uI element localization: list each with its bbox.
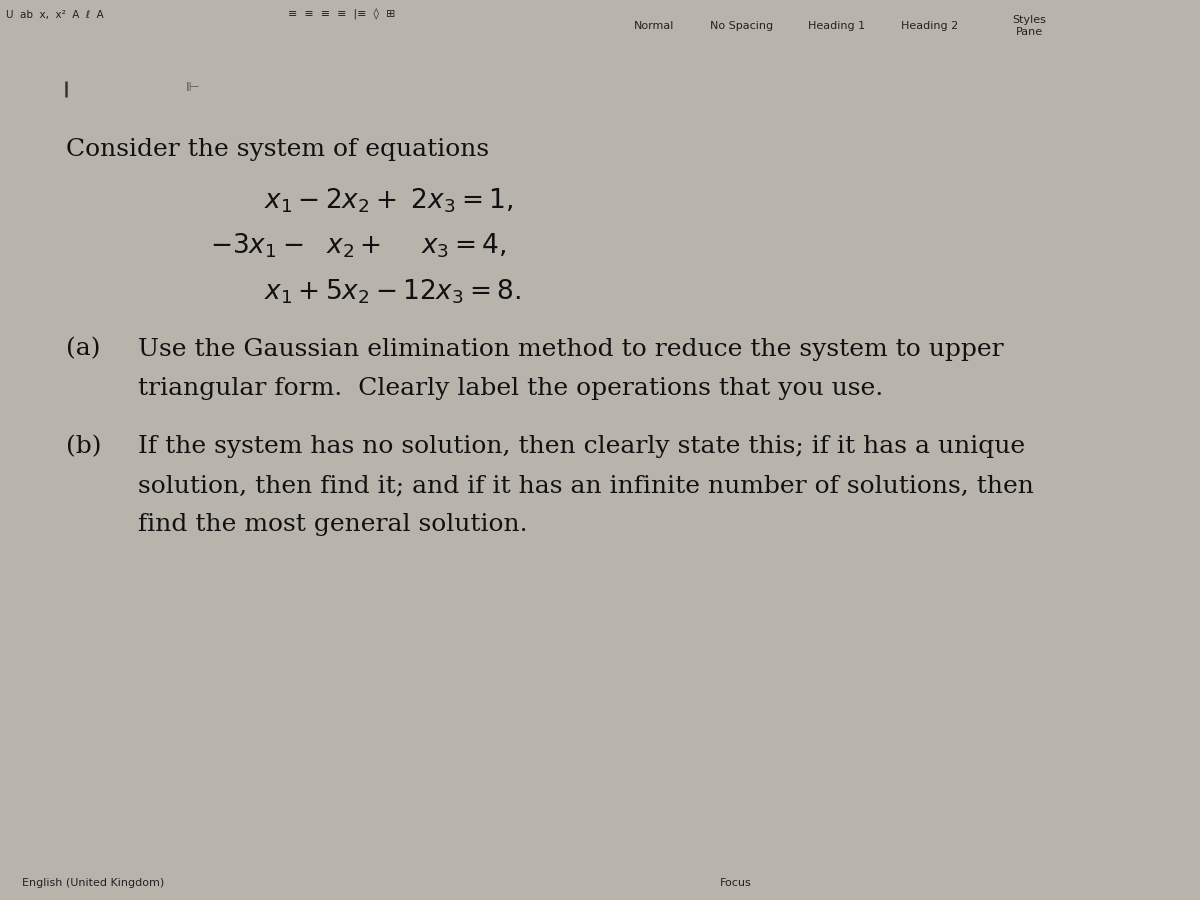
Text: solution, then find it; and if it has an infinite number of solutions, then: solution, then find it; and if it has an… [138, 474, 1034, 498]
Text: $x_1 + 5x_2 - 12x_3 = 8.$: $x_1 + 5x_2 - 12x_3 = 8.$ [264, 277, 521, 306]
Text: Use the Gaussian elimination method to reduce the system to upper: Use the Gaussian elimination method to r… [138, 338, 1003, 361]
Text: Normal: Normal [634, 21, 674, 32]
Text: English (United Kingdom): English (United Kingdom) [22, 878, 164, 888]
Text: (b): (b) [66, 436, 102, 458]
Text: If the system has no solution, then clearly state this; if it has a unique: If the system has no solution, then clea… [138, 436, 1025, 458]
Text: (a): (a) [66, 338, 101, 361]
Text: Focus: Focus [720, 878, 751, 888]
Text: find the most general solution.: find the most general solution. [138, 513, 528, 536]
Text: Styles
Pane: Styles Pane [1013, 15, 1046, 37]
Text: Consider the system of equations: Consider the system of equations [66, 139, 490, 161]
Text: No Spacing: No Spacing [710, 21, 773, 32]
Text: U  ab  x,  x²  A  ℓ  A: U ab x, x² A ℓ A [6, 10, 103, 20]
Text: I⊢: I⊢ [186, 81, 200, 94]
Text: ≡  ≡  ≡  ≡  |≡  ◊  ⊞: ≡ ≡ ≡ ≡ |≡ ◊ ⊞ [288, 9, 395, 21]
Text: $x_1 - 2x_2 +\ 2x_3 = 1,$: $x_1 - 2x_2 +\ 2x_3 = 1,$ [264, 186, 512, 214]
Text: $-3x_1 -\ \ x_2 +\ \ \ \ x_3 = 4,$: $-3x_1 -\ \ x_2 +\ \ \ \ x_3 = 4,$ [210, 231, 506, 260]
Text: triangular form.  Clearly label the operations that you use.: triangular form. Clearly label the opera… [138, 377, 883, 400]
Text: Heading 1: Heading 1 [808, 21, 865, 32]
Text: Heading 2: Heading 2 [901, 21, 959, 32]
